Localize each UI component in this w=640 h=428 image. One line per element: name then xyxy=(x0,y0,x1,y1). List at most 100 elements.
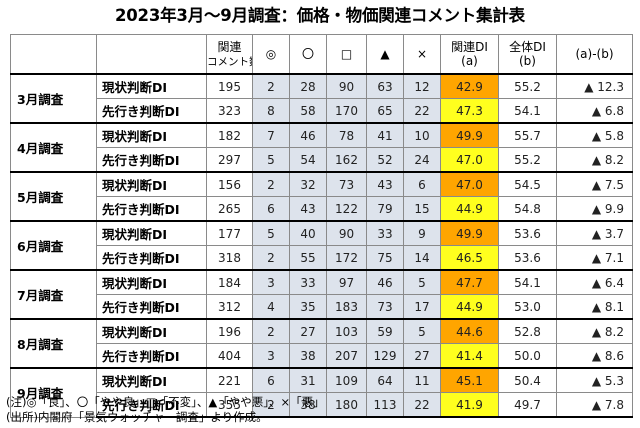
cell-very-good: 7 xyxy=(252,122,290,148)
cell-very-good: 6 xyxy=(252,196,290,222)
cell-related-di: 44.6 xyxy=(440,318,499,344)
cell-comment-count: 184 xyxy=(206,269,253,295)
cell-good: 28 xyxy=(289,73,327,99)
cell-good: 40 xyxy=(289,220,327,246)
cell-related-di: 47.7 xyxy=(440,269,499,295)
cell-related-di: 49.9 xyxy=(440,122,499,148)
header-comment-count: 関連コメント数 xyxy=(206,34,253,75)
table-row: 5月調査 現状判断DI 156 2 32 73 43 6 47.0 54.5 ▲ 7.5 xyxy=(10,171,633,222)
cell-good: 55 xyxy=(289,245,327,271)
cell-bad: 79 xyxy=(366,196,404,222)
cell-unchanged: 103 xyxy=(326,318,367,344)
table-row: 先行き判断DI 355 2 38 180 113 22 41.9 49.7 ▲ 7.8 xyxy=(11,392,633,418)
cell-bad: 33 xyxy=(366,220,404,246)
cell-survey-month: 4月調査 xyxy=(10,122,97,173)
header-related-di: 関連DI (a) xyxy=(440,34,499,75)
cell-di-type: 先行き判断DI xyxy=(96,98,207,124)
cell-related-di: 47.0 xyxy=(440,147,499,173)
cell-very-good: 2 xyxy=(252,171,290,197)
cell-bad: 46 xyxy=(366,269,404,295)
table-row: 9月調査 現状判断DI 221 6 31 109 64 11 45.1 50.4 ▲ 5.3 xyxy=(10,367,633,418)
header-unchanged: □ xyxy=(326,34,367,75)
cell-comment-count: 221 xyxy=(206,367,253,393)
cell-di-type: 現状判断DI xyxy=(96,318,207,344)
header-blank-label xyxy=(96,34,207,75)
cell-unchanged: 180 xyxy=(326,392,367,418)
cell-related-di: 42.9 xyxy=(440,73,499,99)
cell-di-type: 先行き判断DI xyxy=(96,245,207,271)
cell-comment-count: 355 xyxy=(206,392,253,418)
header-count-line2: コメント数 xyxy=(207,55,252,68)
table-row: 7月調査 現状判断DI 184 3 33 97 46 5 47.7 54.1 ▲ 6.4 xyxy=(10,269,633,320)
cell-related-di: 41.9 xyxy=(440,392,499,418)
header-blank-month xyxy=(10,34,97,75)
cell-very-bad: 11 xyxy=(403,367,441,393)
cell-overall-di: 54.1 xyxy=(498,269,557,295)
cell-difference: ▲ 7.8 xyxy=(556,392,633,418)
note-legend: (注)◎「良」、〇「やや良」□「不変」、▲「やや悪」、×「悪」 xyxy=(6,395,325,409)
cell-very-bad: 10 xyxy=(403,122,441,148)
cell-good: 32 xyxy=(289,171,327,197)
note-source: (出所)内閣府「景気ウォッチャー調査」より作成。 xyxy=(6,410,268,424)
header-row: 関連コメント数 ◎ 〇 □ ▲ × 関連DI(a) 全体DI(b) (a)-(b… xyxy=(10,34,633,75)
header-bad: ▲ xyxy=(366,34,404,75)
table-row: 8月調査 現状判断DI 196 2 27 103 59 5 44.6 52.8 ▲ 8.2 xyxy=(10,318,633,369)
cell-very-bad: 5 xyxy=(403,318,441,344)
cell-di-type: 先行き判断DI xyxy=(96,147,207,173)
cell-di-type: 先行き判断DI xyxy=(96,343,207,369)
cell-comment-count: 195 xyxy=(206,73,253,99)
cell-very-bad: 6 xyxy=(403,171,441,197)
cell-overall-di: 54.5 xyxy=(498,171,557,197)
cell-comment-count: 312 xyxy=(206,294,253,320)
cell-good: 27 xyxy=(289,318,327,344)
cell-comment-count: 156 xyxy=(206,171,253,197)
cell-bad: 63 xyxy=(366,73,404,99)
cell-very-bad: 15 xyxy=(403,196,441,222)
cell-bad: 129 xyxy=(366,343,404,369)
cell-related-di: 47.0 xyxy=(440,171,499,197)
cell-difference: ▲ 6.4 xyxy=(556,269,633,295)
cell-overall-di: 54.1 xyxy=(498,98,557,124)
cell-comment-count: 182 xyxy=(206,122,253,148)
header-difference: (a)-(b) xyxy=(556,34,633,75)
cell-overall-di: 49.7 xyxy=(498,392,557,418)
cell-survey-month: 5月調査 xyxy=(10,171,97,222)
cell-good: 58 xyxy=(289,98,327,124)
cell-difference: ▲ 7.1 xyxy=(556,245,633,271)
cell-overall-di: 50.4 xyxy=(498,367,557,393)
cell-unchanged: 122 xyxy=(326,196,367,222)
cell-difference: ▲ 8.1 xyxy=(556,294,633,320)
cell-di-type: 先行き判断DI xyxy=(96,392,207,418)
cell-unchanged: 97 xyxy=(326,269,367,295)
cell-comment-count: 404 xyxy=(206,343,253,369)
cell-bad: 64 xyxy=(366,367,404,393)
cell-di-type: 現状判断DI xyxy=(96,171,207,197)
cell-difference: ▲ 12.3 xyxy=(556,73,633,99)
cell-very-bad: 22 xyxy=(403,392,441,418)
cell-difference: ▲ 5.8 xyxy=(556,122,633,148)
cell-difference: ▲ 9.9 xyxy=(556,196,633,222)
cell-overall-di: 53.0 xyxy=(498,294,557,320)
table-row: 3月調査 現状判断DI 195 2 28 90 63 12 42.9 55.2 ▲ 12.3 xyxy=(10,73,633,124)
cell-very-good: 8 xyxy=(252,98,290,124)
cell-overall-di: 55.7 xyxy=(498,122,557,148)
cell-related-di: 44.9 xyxy=(440,196,499,222)
cell-very-good: 2 xyxy=(252,73,290,99)
cell-survey-month: 7月調査 xyxy=(10,269,97,320)
cell-unchanged: 109 xyxy=(326,367,367,393)
header-count-line1: 関連 xyxy=(217,39,242,54)
cell-di-type: 現状判断DI xyxy=(96,269,207,295)
header-overall-di-line2: (b) xyxy=(519,54,536,68)
cell-bad: 73 xyxy=(366,294,404,320)
cell-very-good: 5 xyxy=(252,220,290,246)
cell-overall-di: 54.8 xyxy=(498,196,557,222)
cell-unchanged: 90 xyxy=(326,73,367,99)
cell-survey-month: 6月調査 xyxy=(10,220,97,271)
cell-related-di: 49.9 xyxy=(440,220,499,246)
cell-comment-count: 265 xyxy=(206,196,253,222)
cell-very-bad: 27 xyxy=(403,343,441,369)
cell-bad: 113 xyxy=(366,392,404,418)
cell-very-good: 6 xyxy=(252,367,290,393)
cell-survey-month: 3月調査 xyxy=(10,73,97,124)
table-row: 6月調査 現状判断DI 177 5 40 90 33 9 49.9 53.6 ▲ 3.7 xyxy=(10,220,633,271)
